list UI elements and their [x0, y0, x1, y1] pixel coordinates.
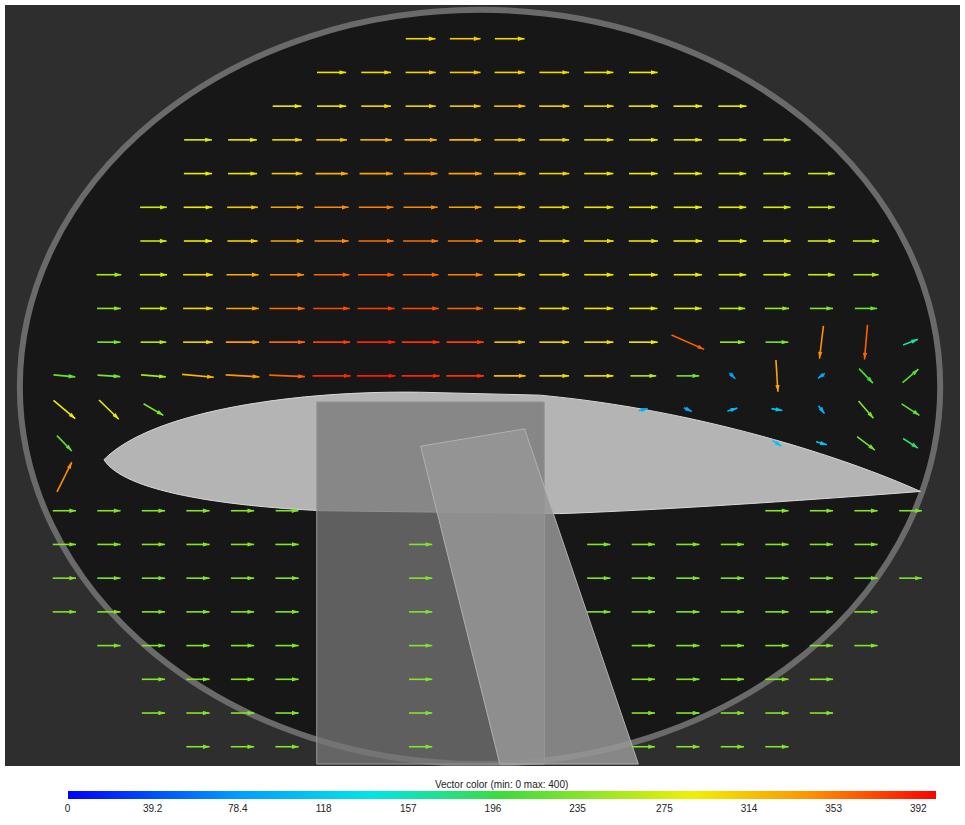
svg-text:Vector color (min: 0 max: 400): Vector color (min: 0 max: 400) [435, 779, 568, 790]
svg-text:157: 157 [400, 803, 417, 814]
svg-text:118: 118 [316, 803, 332, 814]
svg-text:275: 275 [656, 803, 673, 814]
svg-text:0: 0 [65, 803, 71, 814]
svg-text:353: 353 [825, 803, 842, 814]
svg-text:78.4: 78.4 [228, 803, 248, 814]
svg-text:196: 196 [485, 803, 502, 814]
svg-text:235: 235 [569, 803, 586, 814]
svg-text:392: 392 [910, 803, 927, 814]
svg-text:39.2: 39.2 [143, 803, 163, 814]
svg-text:314: 314 [741, 803, 758, 814]
